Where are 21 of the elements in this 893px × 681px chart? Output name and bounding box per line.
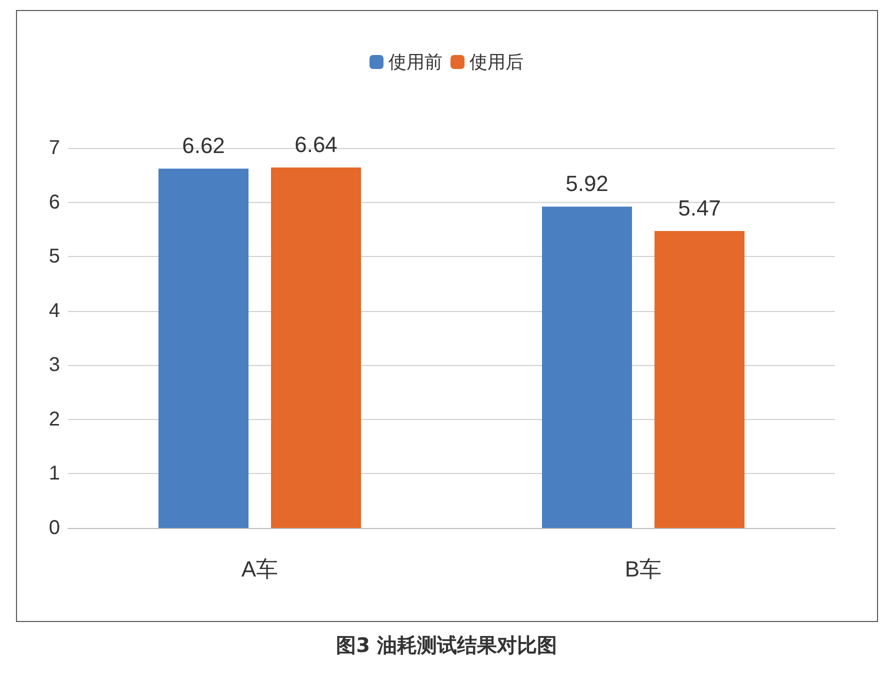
- y-tick-label: 7: [48, 137, 60, 159]
- y-tick-label: 4: [48, 300, 60, 322]
- bar: [158, 168, 248, 528]
- y-tick-label: 3: [48, 354, 60, 376]
- legend-label: 使用后: [470, 52, 524, 72]
- data-label: 5.92: [566, 171, 608, 196]
- data-label: 6.64: [294, 132, 338, 158]
- y-tick-label: 1: [48, 462, 60, 485]
- data-label: 6.62: [182, 133, 225, 158]
- y-tick-label: 5: [48, 246, 60, 268]
- bar: [542, 206, 632, 528]
- x-tick-label: B车: [624, 556, 662, 582]
- legend-label: 使用前: [388, 52, 442, 72]
- data-label: 5.47: [678, 196, 721, 221]
- y-tick-label: 0: [48, 517, 60, 539]
- bar: [271, 168, 361, 528]
- bar: [654, 231, 744, 528]
- x-tick-label: A车: [241, 556, 278, 582]
- y-tick-label: 2: [48, 408, 60, 430]
- y-tick-label: 6: [48, 191, 60, 214]
- text: 图3 油耗测试结果对比图: [336, 633, 557, 657]
